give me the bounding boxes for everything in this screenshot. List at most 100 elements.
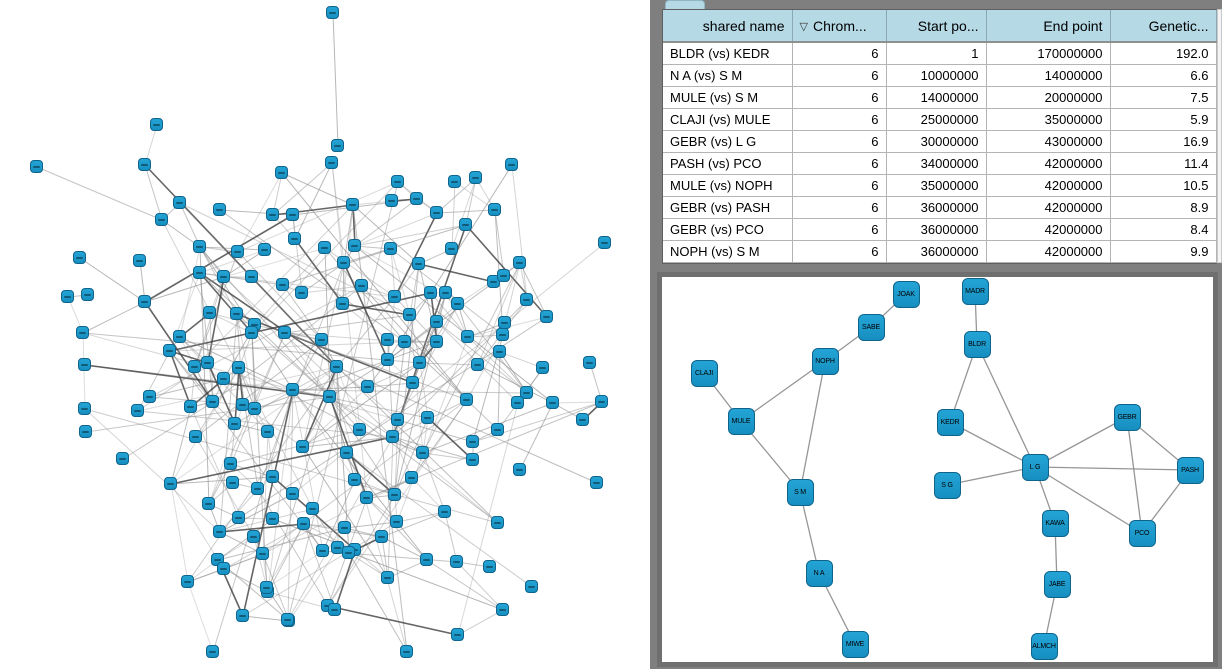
subnetwork-node-madr[interactable]: MADR — [961, 277, 989, 305]
network-node[interactable] — [338, 521, 351, 534]
network-node[interactable] — [497, 269, 510, 282]
network-node[interactable] — [266, 470, 279, 483]
network-node[interactable] — [424, 286, 437, 299]
table-row[interactable]: GEBR (vs) PCO 6 36000000 42000000 8.4 — [663, 218, 1217, 241]
network-node[interactable] — [188, 360, 201, 373]
network-node[interactable] — [232, 361, 245, 374]
network-node[interactable] — [173, 196, 186, 209]
network-node[interactable] — [297, 517, 310, 530]
network-node[interactable] — [459, 218, 472, 231]
network-node[interactable] — [451, 628, 464, 641]
column-header-start-position[interactable]: Start po... — [886, 10, 987, 43]
network-node[interactable] — [491, 423, 504, 436]
table-row[interactable]: MULE (vs) NOPH 6 35000000 42000000 10.5 — [663, 174, 1217, 197]
network-node[interactable] — [331, 139, 344, 152]
network-node[interactable] — [326, 6, 339, 19]
network-node[interactable] — [466, 435, 479, 448]
filtered-network-panel[interactable]: JOAK SABE NOPH CLAJI MULE S M N A MIWE MADR BLDR K… — [657, 272, 1218, 667]
network-node[interactable] — [384, 242, 397, 255]
network-node[interactable] — [260, 581, 273, 594]
network-overview-panel[interactable] — [0, 0, 650, 669]
network-node[interactable] — [201, 356, 214, 369]
network-node[interactable] — [295, 286, 308, 299]
network-node[interactable] — [451, 297, 464, 310]
network-node[interactable] — [340, 446, 353, 459]
subnetwork-node-noph[interactable]: NOPH — [811, 347, 839, 375]
subnetwork-edge[interactable] — [740, 360, 826, 422]
network-node[interactable] — [315, 333, 328, 346]
subnetwork-node-l-g[interactable]: L G — [1021, 453, 1049, 481]
network-node[interactable] — [206, 645, 219, 658]
subnetwork-node-s-g[interactable]: S G — [933, 471, 961, 499]
network-node[interactable] — [79, 425, 92, 438]
network-node[interactable] — [30, 160, 43, 173]
network-node[interactable] — [381, 333, 394, 346]
subnetwork-edge[interactable] — [946, 466, 1036, 486]
table-row[interactable]: GEBR (vs) PASH 6 36000000 42000000 8.9 — [663, 196, 1217, 219]
network-node[interactable] — [466, 453, 479, 466]
subnetwork-node-gebr[interactable]: GEBR — [1113, 403, 1141, 431]
subnetwork-edge[interactable] — [976, 343, 1036, 468]
network-node[interactable] — [323, 390, 336, 403]
subnetwork-node-mule[interactable]: MULE — [727, 407, 755, 435]
network-node[interactable] — [245, 270, 258, 283]
network-node[interactable] — [420, 553, 433, 566]
network-node[interactable] — [155, 213, 168, 226]
network-node[interactable] — [325, 156, 338, 169]
subnetwork-node-claji[interactable]: CLAJI — [690, 359, 718, 387]
network-node[interactable] — [493, 345, 506, 358]
network-node[interactable] — [536, 361, 549, 374]
network-node[interactable] — [413, 356, 426, 369]
network-node[interactable] — [381, 571, 394, 584]
network-node[interactable] — [540, 310, 553, 323]
network-node[interactable] — [375, 530, 388, 543]
network-node[interactable] — [546, 396, 559, 409]
network-node[interactable] — [173, 330, 186, 343]
subnetwork-edge[interactable] — [799, 360, 826, 493]
subnetwork-node-jabe[interactable]: JABE — [1043, 570, 1071, 598]
network-node[interactable] — [61, 290, 74, 303]
network-node[interactable] — [81, 288, 94, 301]
network-node[interactable] — [275, 166, 288, 179]
network-node[interactable] — [461, 330, 474, 343]
table-row[interactable]: N A (vs) S M 6 10000000 14000000 6.6 — [663, 64, 1217, 87]
network-node[interactable] — [353, 423, 366, 436]
network-node[interactable] — [181, 575, 194, 588]
network-node[interactable] — [286, 487, 299, 500]
network-node[interactable] — [388, 290, 401, 303]
network-node[interactable] — [230, 307, 243, 320]
network-node[interactable] — [133, 254, 146, 267]
network-node[interactable] — [403, 308, 416, 321]
subnetwork-node-sabe[interactable]: SABE — [857, 313, 885, 341]
network-node[interactable] — [73, 251, 86, 264]
column-header-end-point[interactable]: End point — [986, 10, 1111, 43]
network-node[interactable] — [138, 295, 151, 308]
network-node[interactable] — [245, 326, 258, 339]
subnetwork-node-almch[interactable]: ALMCH — [1030, 632, 1058, 660]
network-node[interactable] — [318, 241, 331, 254]
network-node[interactable] — [483, 560, 496, 573]
network-node[interactable] — [525, 580, 538, 593]
network-node[interactable] — [342, 546, 355, 559]
network-node[interactable] — [78, 358, 91, 371]
subnetwork-edge[interactable] — [1034, 466, 1143, 534]
network-node[interactable] — [460, 393, 473, 406]
table-row[interactable]: NOPH (vs) S M 6 36000000 42000000 9.9 — [663, 240, 1217, 263]
network-node[interactable] — [276, 278, 289, 291]
network-node[interactable] — [390, 515, 403, 528]
network-node[interactable] — [247, 530, 260, 543]
network-node[interactable] — [336, 297, 349, 310]
network-node[interactable] — [256, 547, 269, 560]
network-node[interactable] — [316, 544, 329, 557]
network-node[interactable] — [163, 344, 176, 357]
network-node[interactable] — [576, 413, 589, 426]
network-node[interactable] — [410, 192, 423, 205]
network-node[interactable] — [164, 477, 177, 490]
network-node[interactable] — [306, 502, 319, 515]
network-node[interactable] — [288, 232, 301, 245]
network-node[interactable] — [76, 326, 89, 339]
network-node[interactable] — [346, 198, 359, 211]
subnetwork-edge[interactable] — [1034, 466, 1191, 471]
network-node[interactable] — [430, 335, 443, 348]
network-node[interactable] — [491, 516, 504, 529]
